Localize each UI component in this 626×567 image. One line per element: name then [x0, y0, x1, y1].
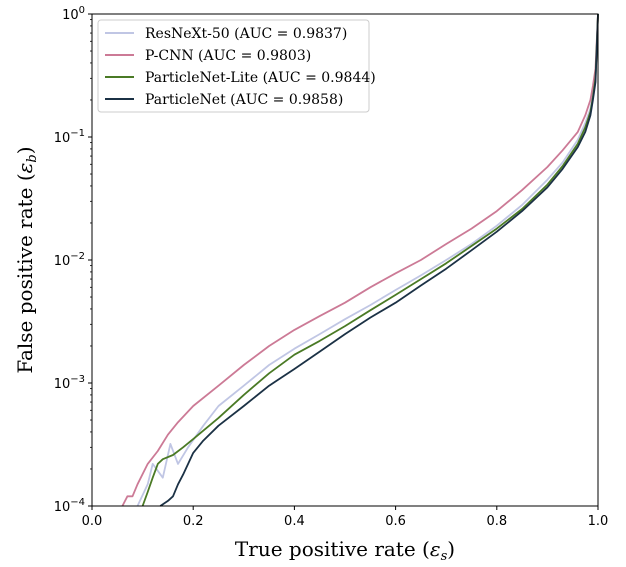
legend-label-4: ParticleNet (AUC = 0.9858)	[145, 92, 343, 108]
x-axis-title-sub: s	[441, 549, 448, 564]
y-axis-title-symbol: ε	[13, 163, 37, 174]
legend-label-2: P-CNN (AUC = 0.9803)	[145, 48, 311, 64]
plot-frame	[91, 13, 599, 507]
x-axis-title-close: )	[447, 537, 455, 561]
y-axis-title: False positive rate (εb)	[13, 146, 40, 373]
x-axis-title: True positive rate (εs)	[235, 537, 455, 564]
series-line-3	[141, 13, 599, 507]
x-tick-label-3: 0.6	[385, 514, 406, 529]
legend-box	[97, 19, 370, 113]
y-tick-label-0: 10−4	[54, 497, 85, 515]
legend-items: ResNeXt-50 (AUC = 0.9837) P-CNN (AUC = 0.…	[105, 26, 376, 108]
series-line-4	[159, 13, 599, 507]
x-axis-title-text: True positive rate (	[235, 537, 430, 561]
x-tick-label-5: 1.0	[588, 514, 609, 529]
y-tick-label-1: 10−3	[54, 374, 85, 392]
legend-label-1: ResNeXt-50 (AUC = 0.9837)	[145, 26, 347, 42]
legend: ResNeXt-50 (AUC = 0.9837) P-CNN (AUC = 0.…	[97, 19, 376, 113]
series-line-1	[136, 13, 599, 507]
y-tick-label-2: 10−2	[54, 251, 85, 269]
y-axis-title-text: False positive rate (	[13, 173, 37, 373]
series-layer	[121, 13, 599, 507]
series-line-2	[121, 13, 599, 507]
x-tick-label-1: 0.2	[183, 514, 204, 529]
tick-layer: 0.0 0.2 0.4 0.6 0.8 1.0 10−4 10−3 10−2 10−1 100	[54, 5, 609, 529]
y-axis-title-sub: b	[25, 154, 40, 162]
x-tick-label-0: 0.0	[82, 514, 103, 529]
x-tick-label-2: 0.4	[284, 514, 305, 529]
legend-label-3: ParticleNet-Lite (AUC = 0.9844)	[145, 70, 376, 86]
x-axis-title-symbol: ε	[430, 537, 441, 561]
y-tick-label-4: 100	[62, 5, 85, 23]
y-tick-label-3: 10−1	[54, 128, 85, 146]
y-axis-title-close: )	[13, 146, 37, 154]
x-tick-label-4: 0.8	[486, 514, 507, 529]
